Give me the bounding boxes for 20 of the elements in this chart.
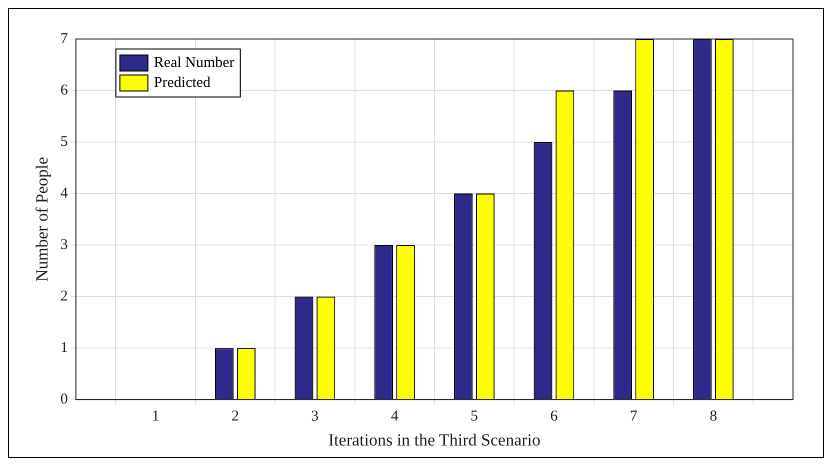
y-tick-label: 0 [60, 392, 68, 408]
x-tick-label: 1 [152, 408, 160, 425]
x-tick-label: 8 [710, 408, 718, 425]
y-tick-label: 1 [60, 340, 68, 356]
legend-label: Predicted [154, 74, 212, 91]
x-axis-title: Iterations in the Third Scenario [328, 430, 541, 450]
y-axis-title: Number of People [32, 156, 52, 282]
y-tick-label: 3 [60, 236, 68, 253]
x-tick-label: 5 [470, 408, 478, 425]
y-tick-label: 4 [60, 185, 68, 202]
y-tick-label: 5 [60, 134, 68, 150]
x-tick-label: 6 [550, 408, 558, 425]
x-tick-label: 3 [311, 408, 319, 425]
y-tick-label: 2 [60, 288, 68, 305]
y-tick-label: 7 [60, 30, 68, 47]
y-tick-label: 6 [60, 82, 68, 98]
legend-label: Real Number [154, 54, 234, 71]
x-tick-label: 7 [630, 408, 638, 425]
x-tick-label: 4 [390, 408, 399, 425]
x-tick-label: 2 [232, 408, 240, 425]
